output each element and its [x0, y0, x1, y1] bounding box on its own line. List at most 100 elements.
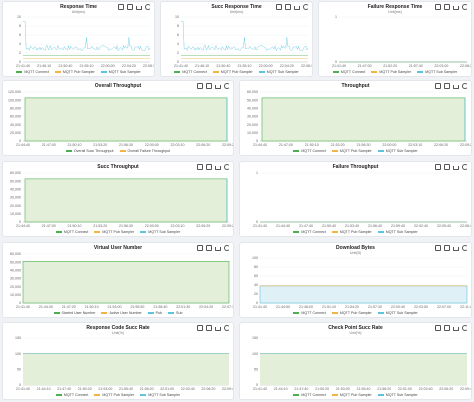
legend-item[interactable]: MQTT Pub Sampler — [94, 230, 134, 234]
legend-item[interactable]: MQTT Sub Sampler — [377, 393, 418, 397]
legend-item[interactable]: Started User Number — [53, 311, 95, 315]
legend-item[interactable]: MQTT Sub Sampler — [100, 70, 141, 74]
y-tick-label: 40,000 — [10, 188, 21, 192]
legend-item[interactable]: MQTT Connect — [293, 311, 326, 315]
restore-icon[interactable] — [444, 325, 450, 331]
x-tick-label: 22:06:20 — [439, 387, 453, 391]
x-tick-label: 22:00:00 — [145, 143, 159, 147]
legend-label: MQTT Connect — [301, 230, 326, 234]
legend-item[interactable]: MQTT Sub Sampler — [377, 230, 418, 234]
y-tick-label: 80 — [254, 265, 258, 269]
legend-item[interactable]: MQTT Connect — [55, 230, 88, 234]
legend-item[interactable]: MQTT Pub Sampler — [54, 70, 95, 74]
legend-item[interactable]: Pub — [147, 311, 162, 315]
legend-item[interactable]: MQTT Pub Sampler — [331, 311, 372, 315]
legend-item[interactable]: MQTT Sub Sampler — [417, 70, 457, 74]
legend-label: MQTT Connect — [182, 70, 207, 74]
legend-item[interactable]: MQTT Connect — [332, 70, 365, 74]
legend-item[interactable]: MQTT Pub Sampler — [331, 149, 372, 153]
panel-title: Succ Throughput — [97, 164, 139, 170]
y-tick-label: 20,000 — [10, 204, 21, 208]
maximize-icon[interactable] — [276, 4, 282, 10]
download-icon[interactable] — [136, 6, 142, 10]
restore-icon[interactable] — [206, 164, 212, 170]
refresh-icon[interactable] — [224, 325, 230, 331]
download-icon[interactable] — [453, 85, 459, 89]
restore-icon[interactable] — [206, 325, 212, 331]
refresh-icon[interactable] — [224, 245, 230, 251]
refresh-icon[interactable] — [224, 83, 230, 89]
maximize-icon[interactable] — [197, 83, 203, 89]
x-tick-label: 22:06:20 — [196, 224, 210, 228]
legend-item[interactable]: MQTT Sub Sampler — [140, 230, 180, 234]
legend-swatch — [332, 71, 339, 73]
legend-item[interactable]: Sub — [168, 311, 182, 315]
download-icon[interactable] — [453, 247, 459, 251]
maximize-icon[interactable] — [197, 325, 203, 331]
x-tick-label: 22:03:00 — [434, 64, 448, 68]
legend-item[interactable]: MQTT Sub Sampler — [258, 70, 299, 74]
legend-swatch — [331, 150, 338, 152]
legend-item[interactable]: MQTT Connect — [293, 393, 326, 397]
download-icon[interactable] — [453, 166, 459, 170]
download-icon[interactable] — [453, 327, 459, 331]
restore-icon[interactable] — [285, 4, 291, 10]
refresh-icon[interactable] — [224, 164, 230, 170]
refresh-icon[interactable] — [462, 164, 468, 170]
refresh-icon[interactable] — [462, 245, 468, 251]
maximize-icon[interactable] — [435, 4, 441, 10]
refresh-icon[interactable] — [145, 4, 151, 10]
x-tick-label: 21:55:10 — [80, 64, 94, 68]
panel-check-point-succ-rate: Check Point Succ Rate Unit(%) 150 100 50 0 21:… — [239, 322, 472, 400]
x-tick-label: 21:58:20 — [140, 387, 154, 391]
legend-item[interactable]: MQTT Connect — [55, 393, 88, 397]
legend-item[interactable]: MQTT Connect — [174, 70, 207, 74]
restore-icon[interactable] — [444, 83, 450, 89]
legend-item[interactable]: MQTT Sub Sampler — [140, 393, 180, 397]
legend-item[interactable]: MQTT Sub Sampler — [377, 149, 418, 153]
legend-item[interactable]: MQTT Connect — [293, 149, 326, 153]
legend-item[interactable]: MQTT Pub Sampler — [331, 393, 372, 397]
x-tick-label: 21:53:20 — [331, 143, 345, 147]
legend-item[interactable]: MQTT Connect — [16, 70, 49, 74]
refresh-icon[interactable] — [462, 325, 468, 331]
restore-icon[interactable] — [206, 245, 212, 251]
download-icon[interactable] — [215, 247, 221, 251]
x-tick-label: 21:44:40 — [253, 143, 267, 147]
maximize-icon[interactable] — [118, 4, 124, 10]
legend-item[interactable]: Overall Failure Throughput — [119, 149, 170, 153]
restore-icon[interactable] — [444, 245, 450, 251]
refresh-icon[interactable] — [462, 83, 468, 89]
restore-icon[interactable] — [444, 164, 450, 170]
legend-item[interactable]: Active User Number — [101, 311, 142, 315]
legend-item[interactable]: MQTT Connect — [293, 230, 326, 234]
chart-legend: MQTT Connect MQTT Pub Sampler MQTT Sub Sam… — [240, 149, 471, 153]
legend-item[interactable]: MQTT Sub Sampler — [377, 311, 418, 315]
x-tick-label: 21:53:00 — [108, 305, 122, 309]
chart-plot: 1 021:41:40 21:47:00 21:52:20 21:57:40 22:03:… — [332, 15, 471, 68]
legend-item[interactable]: MQTT Pub Sampler — [94, 393, 134, 397]
download-icon[interactable] — [453, 6, 459, 10]
refresh-icon[interactable] — [462, 4, 468, 10]
y-tick-label: 50 — [254, 368, 258, 372]
legend-item[interactable]: MQTT Pub Sampler — [371, 70, 411, 74]
maximize-icon[interactable] — [435, 83, 441, 89]
download-icon[interactable] — [294, 6, 300, 10]
restore-icon[interactable] — [206, 83, 212, 89]
legend-item[interactable]: MQTT Pub Sampler — [331, 230, 372, 234]
legend-item[interactable]: MQTT Pub Sampler — [212, 70, 253, 74]
refresh-icon[interactable] — [303, 4, 309, 10]
maximize-icon[interactable] — [197, 164, 203, 170]
panel-unit: Unit(B) — [349, 251, 362, 255]
download-icon[interactable] — [215, 85, 221, 89]
restore-icon[interactable] — [444, 4, 450, 10]
maximize-icon[interactable] — [435, 164, 441, 170]
download-icon[interactable] — [215, 166, 221, 170]
legend-item[interactable]: Overall Succ Throughput — [65, 149, 114, 153]
maximize-icon[interactable] — [197, 245, 203, 251]
download-icon[interactable] — [215, 327, 221, 331]
maximize-icon[interactable] — [435, 245, 441, 251]
restore-icon[interactable] — [127, 4, 133, 10]
panel-toolbar — [197, 245, 230, 251]
maximize-icon[interactable] — [435, 325, 441, 331]
